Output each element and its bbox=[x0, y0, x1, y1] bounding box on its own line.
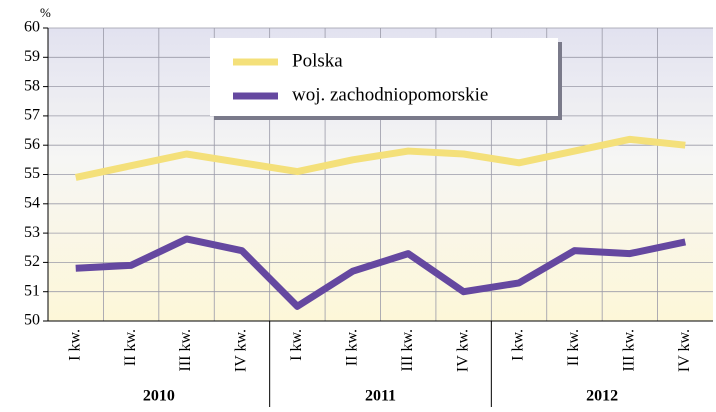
legend-box bbox=[210, 38, 558, 116]
x-tick-label: III kw. bbox=[621, 329, 638, 372]
x-tick-label: II kw. bbox=[343, 329, 360, 366]
y-axis-label: % bbox=[40, 5, 51, 20]
y-tick-label: 51 bbox=[24, 282, 40, 299]
x-tick-label: III kw. bbox=[177, 329, 194, 372]
x-tick-label: IV kw. bbox=[233, 329, 250, 372]
y-tick-label: 60 bbox=[24, 19, 40, 36]
group-label: 2011 bbox=[365, 388, 396, 405]
x-tick-label: II kw. bbox=[565, 329, 582, 366]
x-tick-label: I kw. bbox=[510, 329, 527, 361]
series-line bbox=[74, 135, 686, 181]
y-tick-label: 53 bbox=[24, 224, 40, 241]
y-tick-label: 56 bbox=[24, 136, 40, 153]
y-tick-label: 55 bbox=[24, 165, 40, 182]
x-tick-label: IV kw. bbox=[454, 329, 471, 372]
x-tick-label: I kw. bbox=[66, 329, 83, 361]
group-label: 2010 bbox=[143, 388, 175, 405]
y-tick-label: 52 bbox=[24, 253, 40, 270]
legend-label: Polska bbox=[292, 50, 343, 71]
series-line bbox=[75, 235, 687, 310]
x-tick-label: I kw. bbox=[288, 329, 305, 361]
legend: Polska woj. zachodniopomorskie bbox=[210, 38, 562, 120]
y-tick-label: 54 bbox=[24, 194, 40, 211]
y-tick-label: 57 bbox=[24, 107, 40, 124]
x-tick-label: II kw. bbox=[122, 329, 139, 366]
group-label: 2012 bbox=[586, 388, 618, 405]
y-tick-label: 59 bbox=[24, 48, 40, 65]
y-tick-label: 58 bbox=[24, 77, 40, 94]
y-tick-label: 50 bbox=[24, 312, 40, 329]
legend-label: woj. zachodniopomorskie bbox=[292, 84, 488, 105]
x-tick-label: III kw. bbox=[399, 329, 416, 372]
x-tick-label: IV kw. bbox=[676, 329, 693, 372]
